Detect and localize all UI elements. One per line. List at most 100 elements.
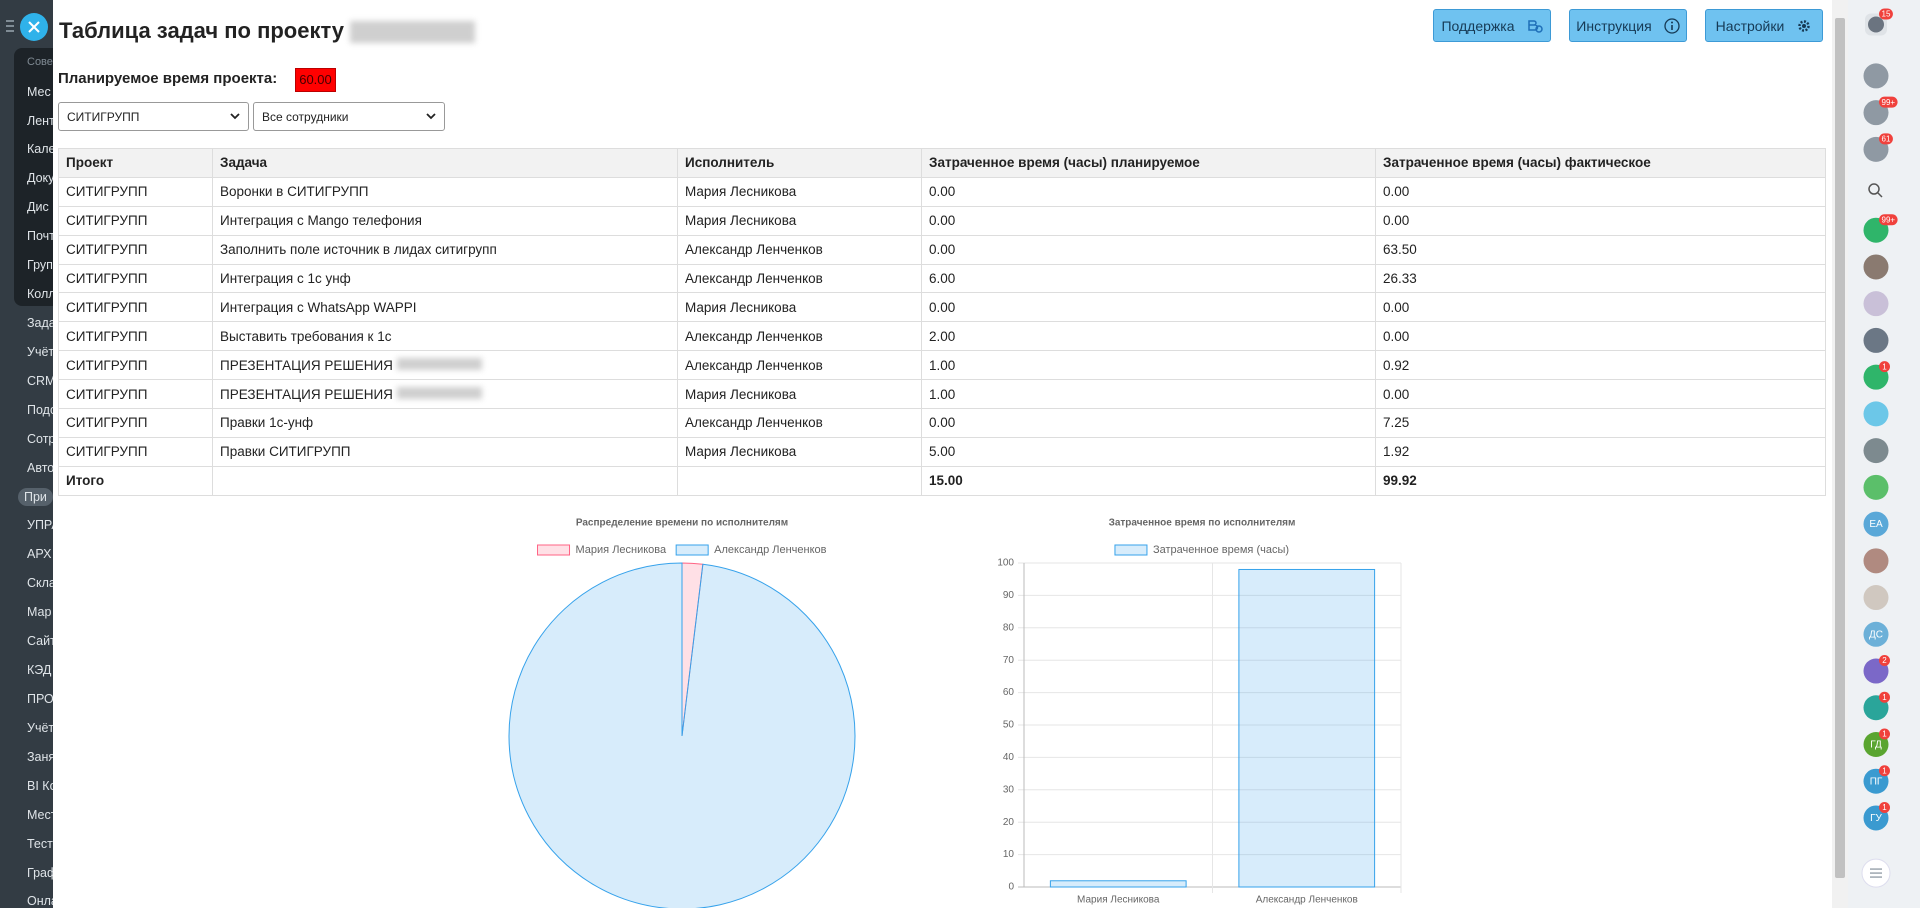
nav-item[interactable]: Скла [27, 576, 53, 591]
table-cell: Воронки в СИТИГРУПП [212, 176, 678, 207]
table-cell: 0.00 [1375, 176, 1826, 207]
nav-item[interactable]: Мес [27, 84, 51, 99]
search-icon[interactable] [1868, 183, 1880, 195]
cell-text: Мария Лесникова [685, 184, 797, 200]
table-cell: Александр Ленченков [677, 263, 922, 294]
cell-text: 6.00 [929, 271, 956, 286]
nav-item[interactable]: Авто [27, 460, 53, 475]
cell-text: СИТИГРУПП [66, 271, 148, 286]
panel-icon[interactable] [1863, 511, 1889, 537]
button-label: Инструкция [1576, 17, 1652, 34]
employee-select[interactable]: Все сотрудники [253, 102, 445, 131]
project-select[interactable]: СИТИГРУПП [58, 102, 249, 131]
instruction-button[interactable]: Инструкция [1569, 9, 1687, 42]
panel-icon[interactable] [1863, 291, 1889, 317]
nav-item[interactable]: Заня [27, 749, 53, 764]
nav-item[interactable]: Сайт [27, 634, 53, 649]
cell-text: 0.00 [1383, 213, 1410, 229]
cell-text: ПРЕЗЕНТАЦИЯ РЕШЕНИЯ [220, 357, 393, 373]
panel-icon[interactable] [1863, 327, 1889, 353]
nav-item[interactable]: Груп [27, 258, 53, 273]
table-cell: СИТИГРУПП [58, 176, 213, 207]
panel-icon[interactable] [1863, 63, 1889, 89]
search-handle [1877, 192, 1883, 198]
panel-icon[interactable] [1863, 401, 1889, 427]
settings-button[interactable]: Настройки [1705, 9, 1823, 42]
nav-item[interactable]: Мар [27, 605, 52, 620]
scroll-thumb[interactable] [1835, 18, 1845, 878]
nav-item[interactable]: АРХ [27, 547, 52, 562]
nav-item[interactable]: BI Ко [27, 778, 53, 793]
badge [1879, 801, 1890, 813]
y-tick-label: 90 [1003, 590, 1015, 601]
total-planned: 15.00 [921, 465, 1376, 496]
planned-value: 60.00 [295, 68, 336, 92]
redacted [396, 357, 482, 370]
badge [1879, 728, 1890, 740]
nav-item[interactable]: Почт [27, 229, 53, 244]
nav-item[interactable]: Учёт [27, 344, 53, 359]
nav-item[interactable]: Тест [27, 836, 53, 851]
table-cell [212, 465, 678, 496]
column-header: Затраченное время (часы) фактическое [1375, 148, 1826, 178]
column-header: Исполнитель [677, 148, 922, 178]
scrollbar[interactable] [1832, 0, 1848, 908]
nav-item[interactable]: Доку [27, 171, 53, 186]
cell-text: СИТИГРУПП [66, 299, 148, 315]
table-cell: Выставить требования к 1с [212, 321, 678, 352]
nav-item[interactable]: Граф [27, 865, 53, 880]
support-button[interactable]: Поддержка [1433, 9, 1551, 42]
nav-item[interactable]: КЭД [27, 663, 52, 678]
panel-icon[interactable] [1863, 254, 1889, 280]
nav-item[interactable]: Лент [27, 113, 53, 128]
left-nav: Сове Мес Лент Кале Доку Дис Почт Груп Колл Зада Уч… [0, 0, 53, 908]
legend-label: Мария Лесникова [576, 544, 668, 556]
avatar-initials: ЕА [1869, 519, 1883, 530]
panel-icon[interactable] [1863, 621, 1889, 647]
panel-icon[interactable] [1863, 474, 1889, 500]
nav-item[interactable]: Колл [27, 287, 53, 302]
cell-text: СИТИГРУПП [66, 444, 148, 460]
panel-icon[interactable] [1863, 548, 1889, 574]
nav-item[interactable]: При [18, 487, 53, 506]
cell-text: Интеграция с WhatsApp WAPPI [220, 299, 417, 315]
nav-item[interactable]: Онла [27, 894, 53, 908]
nav-item[interactable]: Мест [27, 807, 53, 822]
select-value: СИТИГРУПП [67, 109, 140, 124]
chevron [426, 113, 436, 120]
menu-icon[interactable] [6, 20, 14, 32]
nav-item[interactable]: Учёт [27, 720, 53, 735]
nav-item[interactable]: Подс [27, 402, 53, 417]
cell-text: Интеграция с Mango телефония [220, 213, 422, 229]
table-cell: 7.25 [1375, 408, 1826, 438]
table-cell: 5.00 [921, 436, 1376, 467]
nav-item[interactable]: ПРО [27, 691, 53, 706]
table-cell: 0.00 [1375, 292, 1826, 323]
column-header: Задача [212, 148, 678, 178]
table-cell: 0.00 [921, 205, 1376, 236]
table-cell: Александр Ленченков [677, 350, 922, 381]
nav-item[interactable]: Дис [27, 200, 49, 215]
nav-item[interactable]: Сотр [27, 431, 53, 446]
cell-text: Интеграция с 1с унф [220, 271, 351, 286]
cell-text: Выставить требования к 1с [220, 328, 392, 344]
cell-text: СИТИГРУПП [66, 184, 148, 200]
panel-icon[interactable] [1863, 585, 1889, 611]
nav-item[interactable]: Зада [27, 315, 53, 330]
cell-text: Заполнить поле источник в лидах ситигруп… [220, 242, 497, 258]
chart-title: Распределение времени по исполнителям [576, 518, 788, 529]
nav-item[interactable]: Кале [27, 142, 53, 157]
cell-text: 1.00 [929, 357, 956, 373]
task-table: Проект Задача Исполнитель Затраченное время… [58, 148, 1826, 496]
nav-item[interactable]: CRM [27, 373, 53, 388]
legend-label: Александр Ленченков [714, 544, 826, 556]
table-cell: Мария Лесникова [677, 436, 922, 467]
y-tick-label: 70 [1003, 655, 1015, 666]
panel-icon[interactable] [1863, 438, 1889, 464]
nav-item[interactable]: Сове [27, 55, 53, 68]
page-title: Таблица задач по проекту [59, 18, 476, 44]
panel-icon[interactable] [1868, 16, 1884, 33]
